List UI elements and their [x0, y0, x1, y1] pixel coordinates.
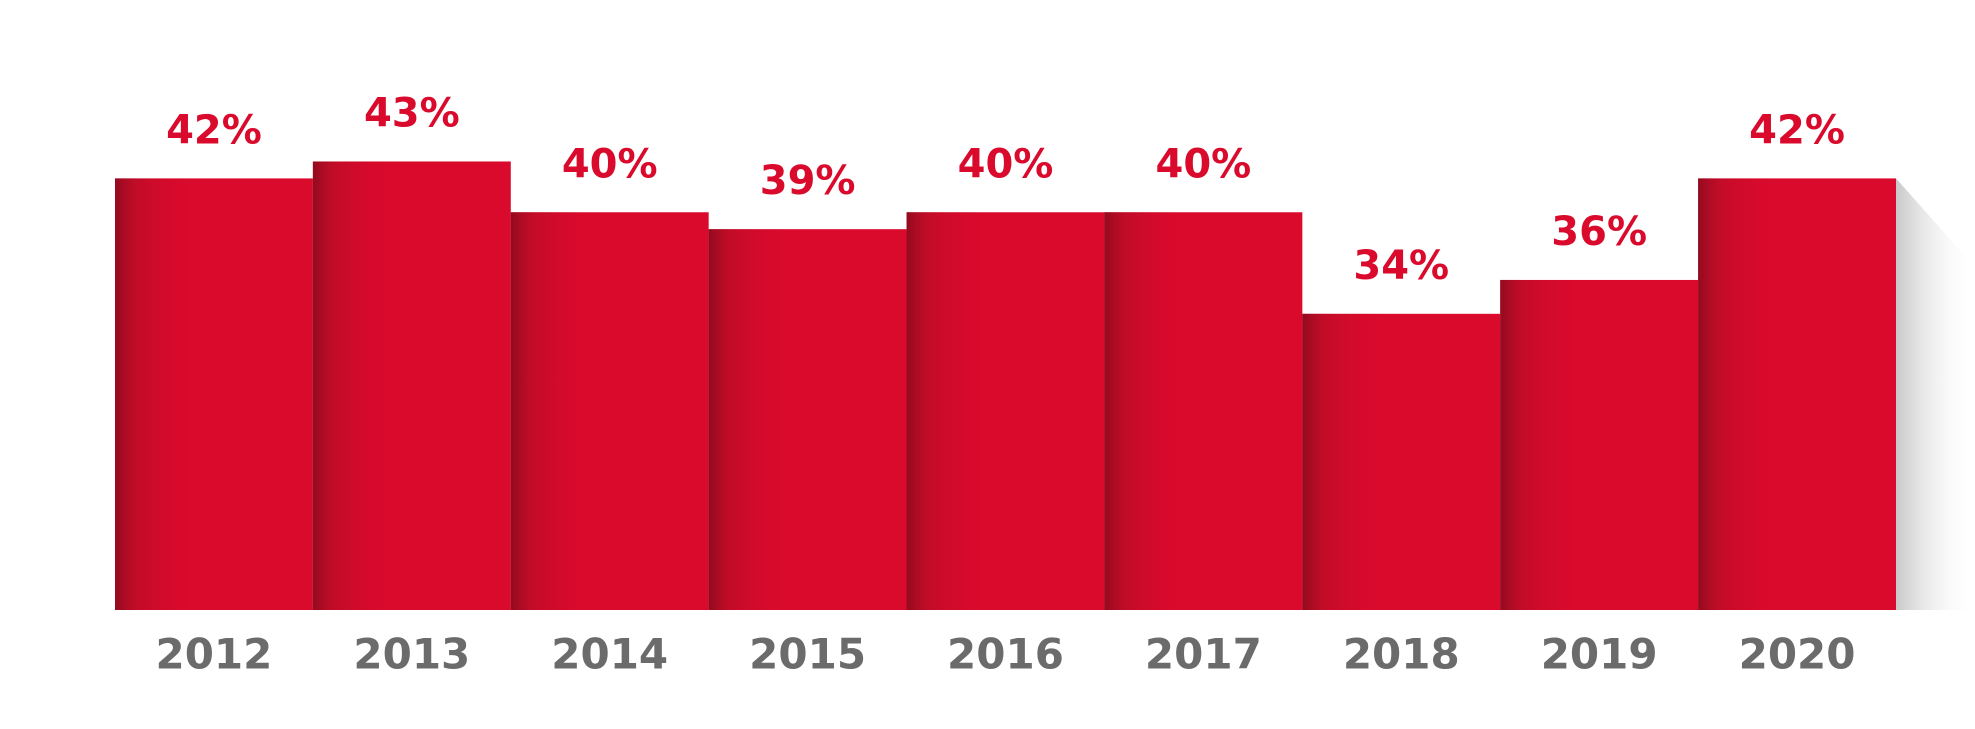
bar-side-shade: [906, 212, 986, 611]
x-tick-label: 2019: [1541, 630, 1658, 679]
x-tick-label: 2015: [749, 630, 866, 679]
value-label: 42%: [1749, 107, 1845, 153]
value-label: 40%: [1156, 141, 1252, 187]
x-tick-label: 2020: [1739, 630, 1856, 679]
bar-side-shade: [312, 161, 393, 611]
x-tick-label: 2017: [1145, 630, 1262, 679]
x-tick-label: 2012: [155, 630, 272, 679]
x-tick-label: 2014: [551, 630, 668, 679]
bar-side-shade: [510, 212, 590, 611]
value-label: 43%: [364, 90, 460, 136]
bar-side-shade: [1302, 313, 1382, 610]
value-label: 36%: [1551, 209, 1647, 255]
value-label: 40%: [562, 141, 658, 187]
bar-side-shade: [1698, 178, 1778, 610]
bar-shadow: [1896, 178, 1975, 610]
x-tick-label: 2016: [947, 630, 1064, 679]
value-label: 34%: [1353, 243, 1449, 289]
bar-side-shade: [1104, 212, 1184, 611]
bar-side-shade: [115, 178, 195, 610]
bar-side-shade: [708, 229, 788, 610]
x-tick-label: 2018: [1343, 630, 1460, 679]
bar-side-shade: [1500, 279, 1580, 610]
value-label: 40%: [958, 141, 1054, 187]
value-label: 42%: [166, 107, 262, 153]
value-label: 39%: [760, 158, 856, 204]
x-tick-label: 2013: [353, 630, 470, 679]
